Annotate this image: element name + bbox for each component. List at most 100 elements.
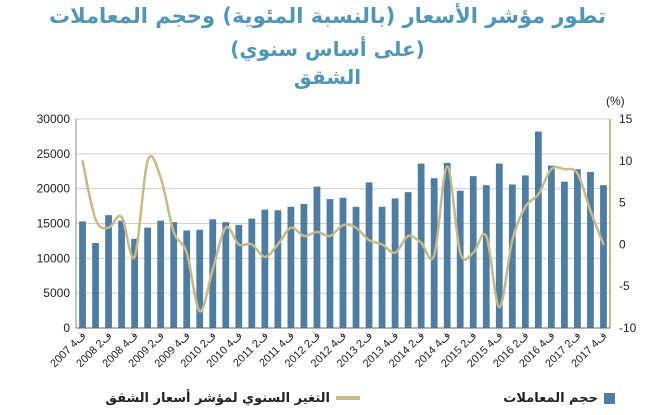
- line-point: [290, 226, 292, 229]
- line-point: [446, 165, 449, 168]
- legend-item-bars: حجم المعاملات: [503, 388, 615, 408]
- y-left-tick-label: 0: [63, 321, 70, 335]
- chart-title: تطور مؤشر الأسعار (بالنسبة المئوية) وحجم…: [48, 4, 607, 28]
- y-right-tick-label: -10: [619, 321, 637, 335]
- line-point: [511, 239, 514, 242]
- bar: [261, 209, 269, 328]
- y-right-tick-label: 0: [619, 237, 626, 251]
- bar: [521, 175, 529, 328]
- bar: [183, 230, 191, 328]
- bar: [508, 184, 516, 328]
- bar: [118, 220, 125, 328]
- legend-label-bars: حجم المعاملات: [503, 390, 598, 406]
- bar: [196, 229, 204, 328]
- y-right-tick-label: 15: [619, 112, 633, 126]
- line-point: [94, 218, 97, 221]
- line-point: [237, 243, 240, 246]
- line-point: [342, 224, 344, 227]
- y-right-tick-label: 5: [619, 196, 626, 210]
- y-right-tick-label: 10: [619, 154, 633, 168]
- bar: [391, 198, 399, 328]
- line-point: [303, 235, 305, 237]
- bar: [131, 238, 138, 328]
- y-right-tick-label: -5: [619, 279, 630, 293]
- bar: [157, 220, 165, 328]
- y-right-unit-label: (%): [606, 94, 625, 108]
- line-point: [146, 159, 149, 162]
- bar: [548, 165, 555, 328]
- line-series: [81, 154, 605, 313]
- line-point: [120, 215, 123, 218]
- bar: [352, 206, 360, 328]
- line-point: [602, 243, 605, 246]
- bar: [313, 186, 321, 328]
- bar: [365, 182, 373, 328]
- bar: [600, 185, 607, 328]
- y-left-tick-label: 20000: [37, 182, 71, 196]
- bar: [378, 206, 386, 328]
- bar: [456, 190, 464, 328]
- line-point: [537, 193, 540, 196]
- bar: [144, 227, 152, 328]
- line-point: [133, 256, 136, 258]
- y-left-tick-label: 5000: [43, 286, 70, 300]
- bar: [287, 206, 295, 328]
- line-point: [433, 254, 436, 257]
- line-point: [250, 243, 253, 246]
- line-point: [550, 168, 553, 171]
- bar: [404, 192, 412, 328]
- chart-subtitle: (على أساس سنوي): [230, 37, 425, 61]
- y-left-tick-label: 10000: [37, 251, 71, 265]
- bar: [274, 210, 282, 328]
- bar: [482, 185, 490, 328]
- line-point: [394, 251, 396, 254]
- bar: [574, 169, 581, 328]
- bar: [300, 203, 308, 328]
- line-point: [198, 310, 201, 313]
- bar: [326, 199, 334, 328]
- line-point: [485, 235, 488, 237]
- bar: [170, 222, 178, 328]
- legend-label-line: التغير السنوي لمؤشر أسعار الشقق: [105, 390, 330, 406]
- line-point: [576, 172, 579, 175]
- bar: [248, 218, 256, 328]
- line-point: [276, 243, 279, 246]
- y-left-tick-label: 25000: [37, 147, 71, 161]
- bar: [92, 243, 99, 328]
- y-left-tick-label: 15000: [37, 217, 71, 231]
- legend-item-line: التغير السنوي لمؤشر أسعار الشقق: [105, 388, 360, 408]
- line-point: [316, 230, 318, 233]
- bar: [105, 215, 112, 328]
- bar: [339, 197, 347, 328]
- line-point: [355, 226, 357, 229]
- line-point: [185, 251, 188, 254]
- line-point: [420, 241, 423, 244]
- bar: [417, 163, 425, 328]
- line-point: [472, 251, 475, 254]
- line-point: [107, 226, 110, 229]
- bar: [587, 171, 594, 328]
- bar: [561, 181, 568, 328]
- legend-swatch-bars: [604, 392, 615, 404]
- line-point: [329, 235, 331, 237]
- legend-swatch-line: [336, 396, 360, 400]
- line-point: [498, 306, 501, 308]
- bar: [443, 162, 451, 328]
- bar: [79, 221, 86, 328]
- line-point: [159, 176, 162, 179]
- line-point: [211, 268, 214, 271]
- bar: [534, 131, 542, 328]
- line-point: [172, 230, 175, 233]
- y-left-tick-label: 30000: [37, 112, 71, 126]
- line-point: [224, 226, 227, 229]
- line-point: [81, 159, 84, 162]
- line-point: [368, 239, 370, 242]
- line-point: [524, 205, 527, 208]
- bar: [222, 222, 230, 328]
- line-point: [381, 243, 383, 246]
- bar: [235, 224, 243, 328]
- line-point: [407, 235, 410, 237]
- line-point: [563, 168, 566, 171]
- line-point: [589, 210, 592, 212]
